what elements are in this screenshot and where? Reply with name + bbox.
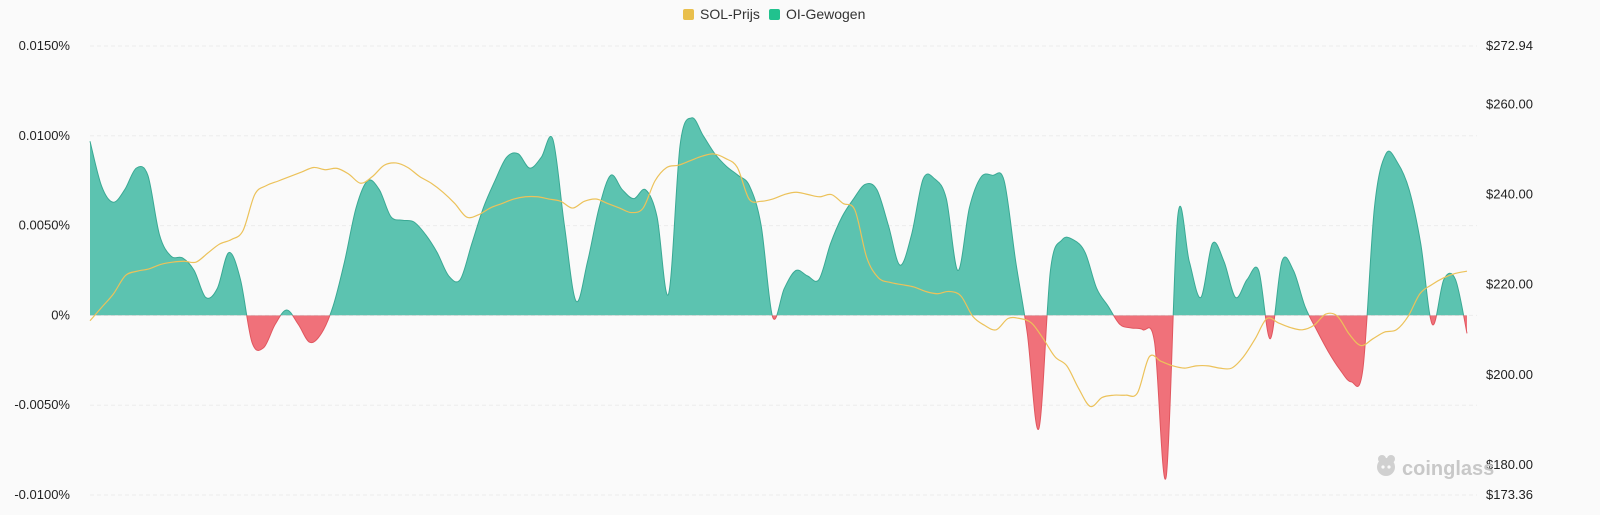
oi-area-negative xyxy=(90,315,1467,480)
right-axis: $272.94 $260.00 $240.00 $220.00 $200.00 $180.… xyxy=(1486,38,1533,502)
legend-item-0[interactable]: SOL-Prijs xyxy=(683,6,760,22)
left-tick-label: 0% xyxy=(51,307,70,322)
oi-area-positive xyxy=(90,117,1464,316)
oi-weighted-area xyxy=(89,117,1468,480)
right-tick-label: $240.00 xyxy=(1486,187,1533,202)
left-tick-label: -0.0100% xyxy=(14,487,70,502)
watermark: coinglass xyxy=(1377,455,1494,480)
legend: SOL-Prijs OI-Gewogen xyxy=(683,6,865,22)
left-tick-label: 0.0100% xyxy=(19,128,71,143)
right-tick-label: $200.00 xyxy=(1486,367,1533,382)
right-tick-label: $180.00 xyxy=(1486,457,1533,472)
oi-line-positive xyxy=(89,117,1465,316)
legend-swatch xyxy=(683,9,694,20)
left-axis: 0.0150% 0.0100% 0.0050% 0% -0.0050% -0.0100% xyxy=(14,38,70,502)
legend-swatch xyxy=(769,9,780,20)
legend-item-1[interactable]: OI-Gewogen xyxy=(769,6,865,22)
watermark-text: coinglass xyxy=(1402,458,1494,480)
right-tick-label: $173.36 xyxy=(1486,487,1533,502)
coinglass-logo-icon xyxy=(1377,455,1395,476)
sol-price-path xyxy=(89,153,1468,408)
legend-label: SOL-Prijs xyxy=(700,6,760,22)
left-tick-label: 0.0050% xyxy=(19,218,71,233)
left-tick-label: -0.0050% xyxy=(14,397,70,412)
oi-line-negative xyxy=(246,315,1468,480)
right-tick-label: $220.00 xyxy=(1486,277,1533,292)
sol-price-line xyxy=(89,153,1468,408)
right-tick-label: $272.94 xyxy=(1486,38,1533,53)
grid-layer xyxy=(90,45,1477,496)
left-tick-label: 0.0150% xyxy=(19,38,71,53)
right-tick-label: $260.00 xyxy=(1486,96,1533,111)
legend-label: OI-Gewogen xyxy=(786,6,865,22)
